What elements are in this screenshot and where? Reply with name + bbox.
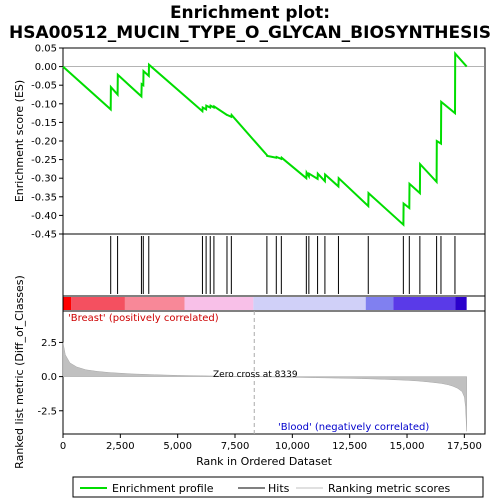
colorbar-segment: [71, 297, 125, 310]
metric-y-tick-label: 0.0: [41, 372, 57, 383]
negative-class-label: 'Blood' (negatively correlated): [278, 422, 429, 433]
es-y-tick-label: 0.05: [35, 44, 57, 55]
x-tick-label: 10,000: [275, 441, 310, 452]
chart-title-line1: Enrichment plot:: [170, 3, 330, 23]
colorbar-segment: [124, 297, 185, 310]
ranking-colorbar: [62, 295, 486, 312]
es-y-tick-label: -0.40: [31, 211, 57, 222]
es-y-tick-label: -0.45: [31, 230, 57, 241]
hits-frame: [62, 233, 486, 297]
x-axis-ticks: 0 2,500 5,000 7,500 10,000 12,500 15,000 17,500: [60, 434, 482, 452]
es-y-tick-label: -0.10: [31, 99, 57, 110]
es-y-tick-label: -0.15: [31, 118, 57, 129]
x-tick-label: 0: [60, 441, 66, 452]
metric-y-ticks: 2.5 0.0 -2.5: [37, 338, 63, 417]
colorbar-segment: [365, 297, 394, 310]
es-y-tick-label: -0.20: [31, 137, 57, 148]
legend-hits-label: Hits: [268, 482, 290, 495]
colorbar-segment: [253, 297, 366, 310]
legend-enrichment-label: Enrichment profile: [112, 482, 214, 495]
legend-metric-label: Ranking metric scores: [328, 482, 450, 495]
metric-y-tick-label: 2.5: [41, 338, 57, 349]
es-y-tick-label: 0.00: [35, 62, 57, 73]
positive-class-label: 'Breast' (positively correlated): [68, 313, 219, 324]
es-y-axis-label: Enrichment score (ES): [13, 80, 26, 202]
es-panel: 0.05 0.00 -0.05 -0.10 -0.15 -0.20 -0.25 -0.30 -0…: [13, 44, 486, 241]
metric-y-tick-label: -2.5: [37, 406, 57, 417]
metric-panel: 2.5 0.0 -2.5 'Breast' (positively correlat…: [13, 275, 486, 469]
colorbar-segment: [455, 297, 467, 310]
x-tick-label: 2,500: [106, 441, 135, 452]
es-y-tick-label: -0.30: [31, 174, 57, 185]
colorbar-segment: [184, 297, 254, 310]
x-tick-label: 15,000: [390, 441, 425, 452]
metric-y-axis-label: Ranked list metric (Diff_of_Classes): [13, 275, 26, 469]
x-tick-label: 17,500: [447, 441, 482, 452]
ranking-metric-area: [62, 342, 467, 432]
metric-plot-frame: [62, 310, 486, 435]
enrichment-profile-line: [62, 50, 468, 227]
x-tick-label: 12,500: [332, 441, 367, 452]
legend: Enrichment profile Hits Ranking metric s…: [72, 476, 484, 498]
hits-panel: [62, 233, 486, 297]
es-plot-frame: [62, 47, 486, 235]
es-y-tick-label: -0.25: [31, 155, 57, 166]
colorbar-segment: [393, 297, 456, 310]
es-y-ticks: 0.05 0.00 -0.05 -0.10 -0.15 -0.20 -0.25 -0.30 -0…: [31, 44, 63, 241]
legend-box: [72, 476, 484, 498]
zero-cross-label: Zero cross at 8339: [213, 370, 298, 380]
x-axis-label: Rank in Ordered Dataset: [196, 455, 333, 468]
x-tick-label: 5,000: [163, 441, 192, 452]
chart-title-line2: HSA00512_MUCIN_TYPE_O_GLYCAN_BIOSYNTHESI…: [9, 23, 491, 43]
colorbar-segment: [63, 297, 72, 310]
es-y-tick-label: -0.05: [31, 81, 57, 92]
es-y-tick-label: -0.35: [31, 192, 57, 203]
x-tick-label: 7,500: [221, 441, 250, 452]
hit-lines: [110, 236, 456, 294]
